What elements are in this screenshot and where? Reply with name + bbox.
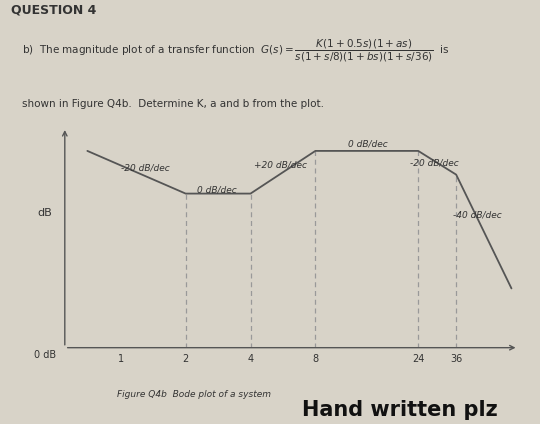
Text: 8: 8: [312, 354, 319, 364]
Text: Figure Q4b  Bode plot of a system: Figure Q4b Bode plot of a system: [117, 390, 272, 399]
Text: -20 dB/dec: -20 dB/dec: [121, 163, 170, 172]
Text: 36: 36: [450, 354, 462, 364]
Text: b)  The magnitude plot of a transfer function  $G(s)=\dfrac{K(1+0.5s)(1+as)}{s(1: b) The magnitude plot of a transfer func…: [22, 38, 449, 64]
Text: +20 dB/dec: +20 dB/dec: [254, 161, 307, 170]
Text: Hand written plz: Hand written plz: [302, 400, 497, 420]
Text: dB: dB: [37, 207, 52, 218]
Text: 0 dB/dec: 0 dB/dec: [197, 186, 237, 195]
Text: 4: 4: [247, 354, 254, 364]
Text: QUESTION 4: QUESTION 4: [11, 4, 96, 17]
Text: shown in Figure Q4b.  Determine K, a and b from the plot.: shown in Figure Q4b. Determine K, a and …: [22, 99, 323, 109]
Text: -20 dB/dec: -20 dB/dec: [410, 158, 458, 167]
Text: 0 dB/dec: 0 dB/dec: [348, 139, 388, 148]
Text: -40 dB/dec: -40 dB/dec: [453, 210, 502, 219]
Text: 24: 24: [412, 354, 424, 364]
Text: 0 dB: 0 dB: [34, 350, 56, 360]
Text: 2: 2: [183, 354, 189, 364]
Text: 1: 1: [118, 354, 124, 364]
